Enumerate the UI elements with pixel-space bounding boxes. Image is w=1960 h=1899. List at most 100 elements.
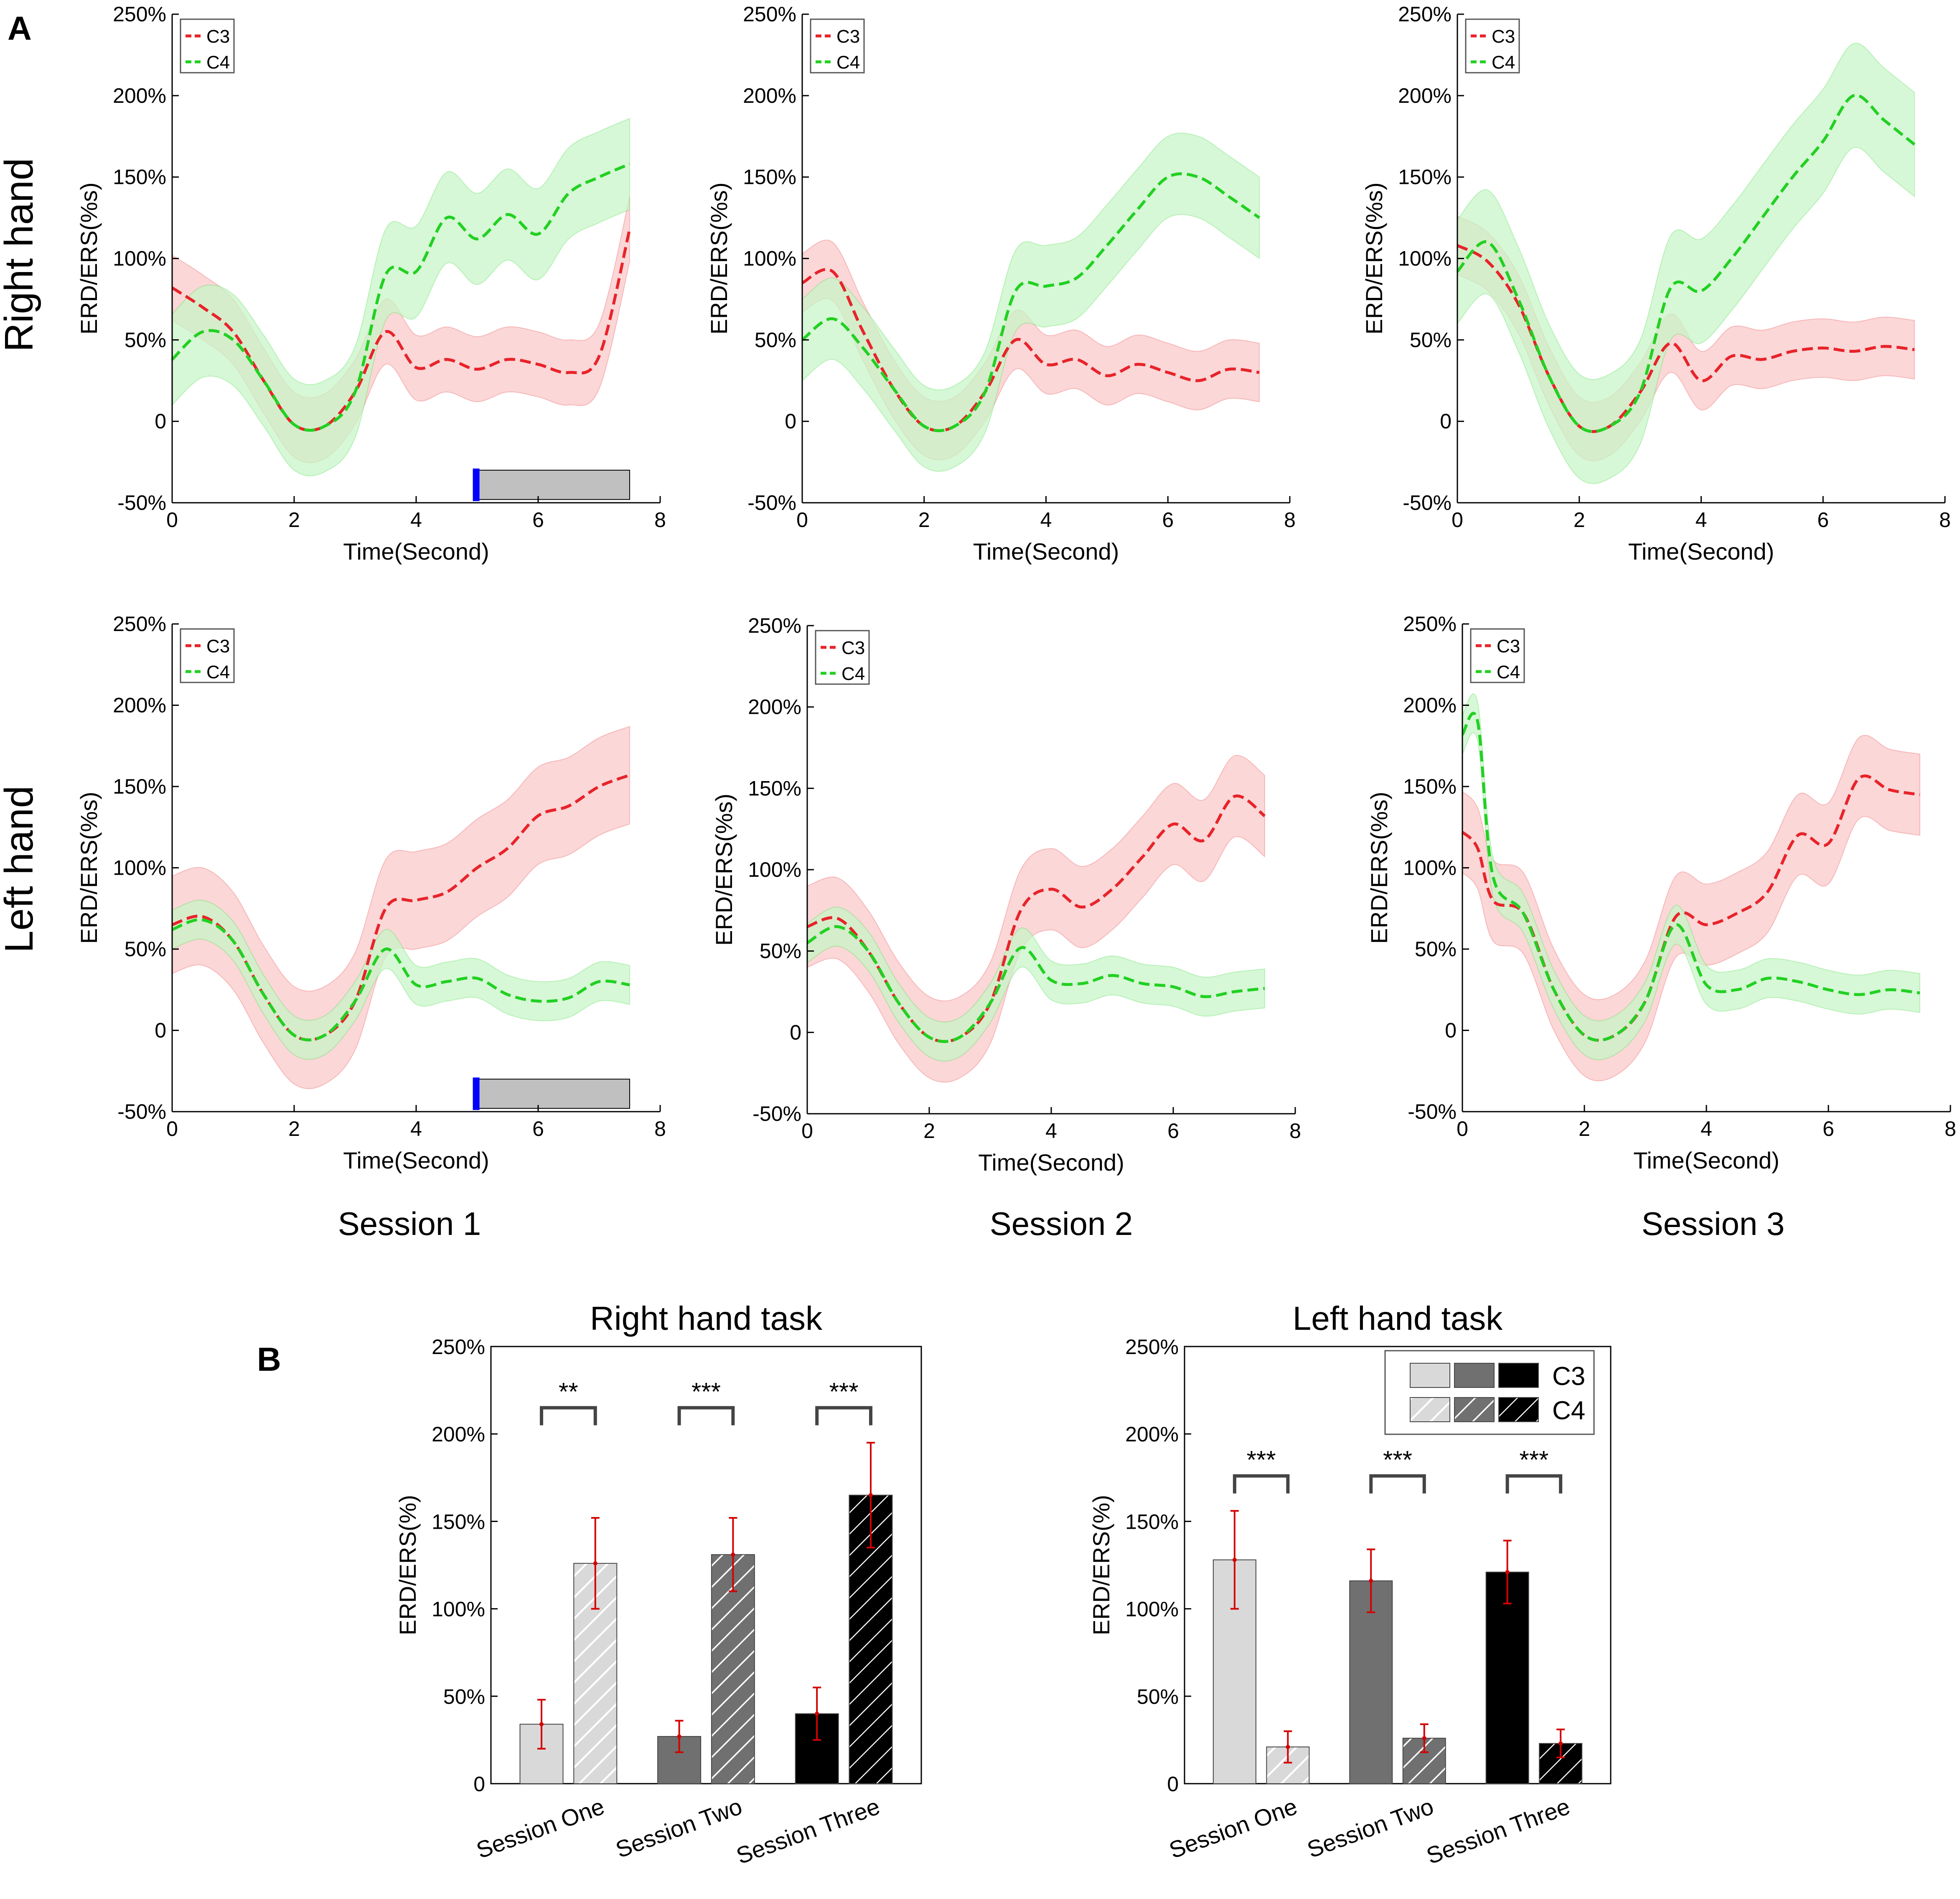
bar-c3-3 (1485, 1571, 1529, 1784)
y-tick-label: 150% (1398, 165, 1452, 189)
y-tick-label: 50% (755, 328, 796, 351)
legend-label-c4: C4 (206, 662, 230, 682)
y-tick-label: 100% (1403, 856, 1457, 880)
y-tick-label: 150% (1403, 775, 1457, 798)
y-tick-label: -50% (117, 1100, 166, 1123)
x-tick-label: 0 (796, 508, 808, 532)
x-tick-label: 6 (1823, 1117, 1834, 1140)
error-mean-dot (1558, 1741, 1563, 1746)
y-tick-label: -50% (752, 1102, 801, 1125)
y-tick-label: 50% (125, 937, 166, 961)
legend-box (1465, 18, 1520, 74)
y-tick-label: 0 (785, 410, 796, 433)
band-c3 (172, 725, 630, 1090)
y-tick-label: 150% (1125, 1510, 1179, 1533)
task-period-bar (475, 470, 630, 500)
y-tick-label: 250% (432, 1335, 485, 1359)
cue-marker-blue (473, 468, 480, 501)
x-tick-label: 4 (410, 1117, 422, 1140)
x-tick-label: 4 (1696, 508, 1707, 532)
y-axis-label: ERD/ERS(%s) (711, 794, 737, 946)
significance-stars: ** (559, 1377, 578, 1405)
x-tick-label: 8 (1945, 1117, 1956, 1140)
x-tick-label: 2 (1574, 508, 1585, 532)
category-label: Session One (473, 1793, 608, 1863)
significance-stars: *** (1383, 1446, 1412, 1474)
bar-c3-1 (519, 1723, 564, 1784)
x-tick-label: 6 (1167, 1119, 1179, 1143)
legend-box (815, 630, 870, 685)
significance-stars: *** (1247, 1446, 1276, 1474)
series-line-c4 (801, 172, 1261, 433)
error-mean-dot (539, 1722, 544, 1726)
y-tick-label: 100% (113, 247, 166, 270)
chart-title: Right hand task (590, 1300, 823, 1337)
legend-swatch-c3-3 (1498, 1363, 1539, 1388)
x-tick-label: 8 (1284, 508, 1296, 532)
legend-label-c4: C4 (1552, 1396, 1585, 1425)
session-label-2: Session 2 (990, 1205, 1133, 1242)
significance-bracket (540, 1406, 597, 1426)
row-label-left-hand: Left hand (0, 786, 41, 953)
y-tick-label: 150% (113, 775, 166, 798)
x-tick-label: 8 (1289, 1119, 1301, 1143)
y-tick-label: 50% (1415, 937, 1457, 961)
y-tick-label: 50% (1137, 1685, 1179, 1708)
significance-bracket (1369, 1474, 1426, 1494)
y-tick-label: 200% (1403, 694, 1457, 717)
x-tick-label: 2 (918, 508, 930, 532)
x-tick-label: 4 (1040, 508, 1052, 532)
legend-label-c3: C3 (1497, 636, 1520, 657)
y-tick-label: 50% (1410, 328, 1452, 351)
y-tick-label: 150% (743, 165, 796, 189)
legend-label-c3: C3 (836, 26, 860, 47)
y-tick-label: -50% (117, 491, 166, 514)
session-label-3: Session 3 (1642, 1205, 1785, 1242)
legend-label-c3: C3 (1492, 26, 1515, 47)
error-mean-dot (1286, 1745, 1290, 1749)
y-tick-label: 100% (1398, 247, 1452, 270)
series-line-c3 (806, 794, 1266, 1043)
y-tick-label: 0 (1440, 410, 1452, 433)
category-label: Session Two (612, 1793, 745, 1863)
error-mean-dot (1232, 1558, 1237, 1562)
legend-swatch-c4-1 (1410, 1397, 1450, 1422)
panel-b-letter: B (257, 1341, 281, 1378)
error-mean-dot (677, 1734, 681, 1739)
session-label-1: Session 1 (338, 1205, 481, 1242)
y-tick-label: 100% (1125, 1598, 1179, 1621)
error-mean-dot (731, 1552, 735, 1557)
bar-c3-2 (1349, 1580, 1393, 1784)
legend-label-c3: C3 (1552, 1362, 1585, 1391)
y-tick-label: 200% (432, 1423, 485, 1446)
legend-label-c3: C3 (206, 636, 230, 657)
x-tick-label: 4 (1045, 1119, 1057, 1143)
x-axis-label: Time(Second) (1628, 538, 1774, 565)
x-tick-label: 0 (166, 1117, 178, 1140)
x-tick-label: 0 (1452, 508, 1463, 532)
error-mean-dot (1505, 1570, 1510, 1574)
significance-stars: *** (829, 1377, 859, 1405)
x-axis-label: Time(Second) (343, 538, 489, 565)
y-tick-label: 0 (1445, 1019, 1457, 1042)
legend-swatch-c3-2 (1454, 1363, 1495, 1388)
significance-stars: *** (1519, 1446, 1548, 1474)
legend-box (180, 628, 235, 683)
y-tick-label: 250% (748, 614, 801, 637)
cue-marker-blue (473, 1077, 480, 1110)
x-tick-label: 2 (1579, 1117, 1590, 1140)
band-c3 (807, 755, 1265, 1083)
line-chart-right-session1: -50%050%100%150%200%250%0 2 4 6 8Time(Second… (76, 3, 666, 565)
y-tick-label: 150% (432, 1510, 485, 1533)
legend-label-c4: C4 (836, 52, 860, 73)
error-mean-dot (815, 1711, 819, 1716)
x-tick-label: 2 (288, 508, 300, 532)
y-tick-label: 100% (748, 858, 801, 881)
y-tick-label: 0 (1167, 1772, 1179, 1796)
series-line-c3 (1457, 244, 1915, 433)
legend-swatch-c3-1 (1410, 1363, 1450, 1388)
error-mean-dot (1369, 1578, 1373, 1583)
series-line-c3 (801, 268, 1260, 433)
band-c4 (172, 117, 630, 476)
